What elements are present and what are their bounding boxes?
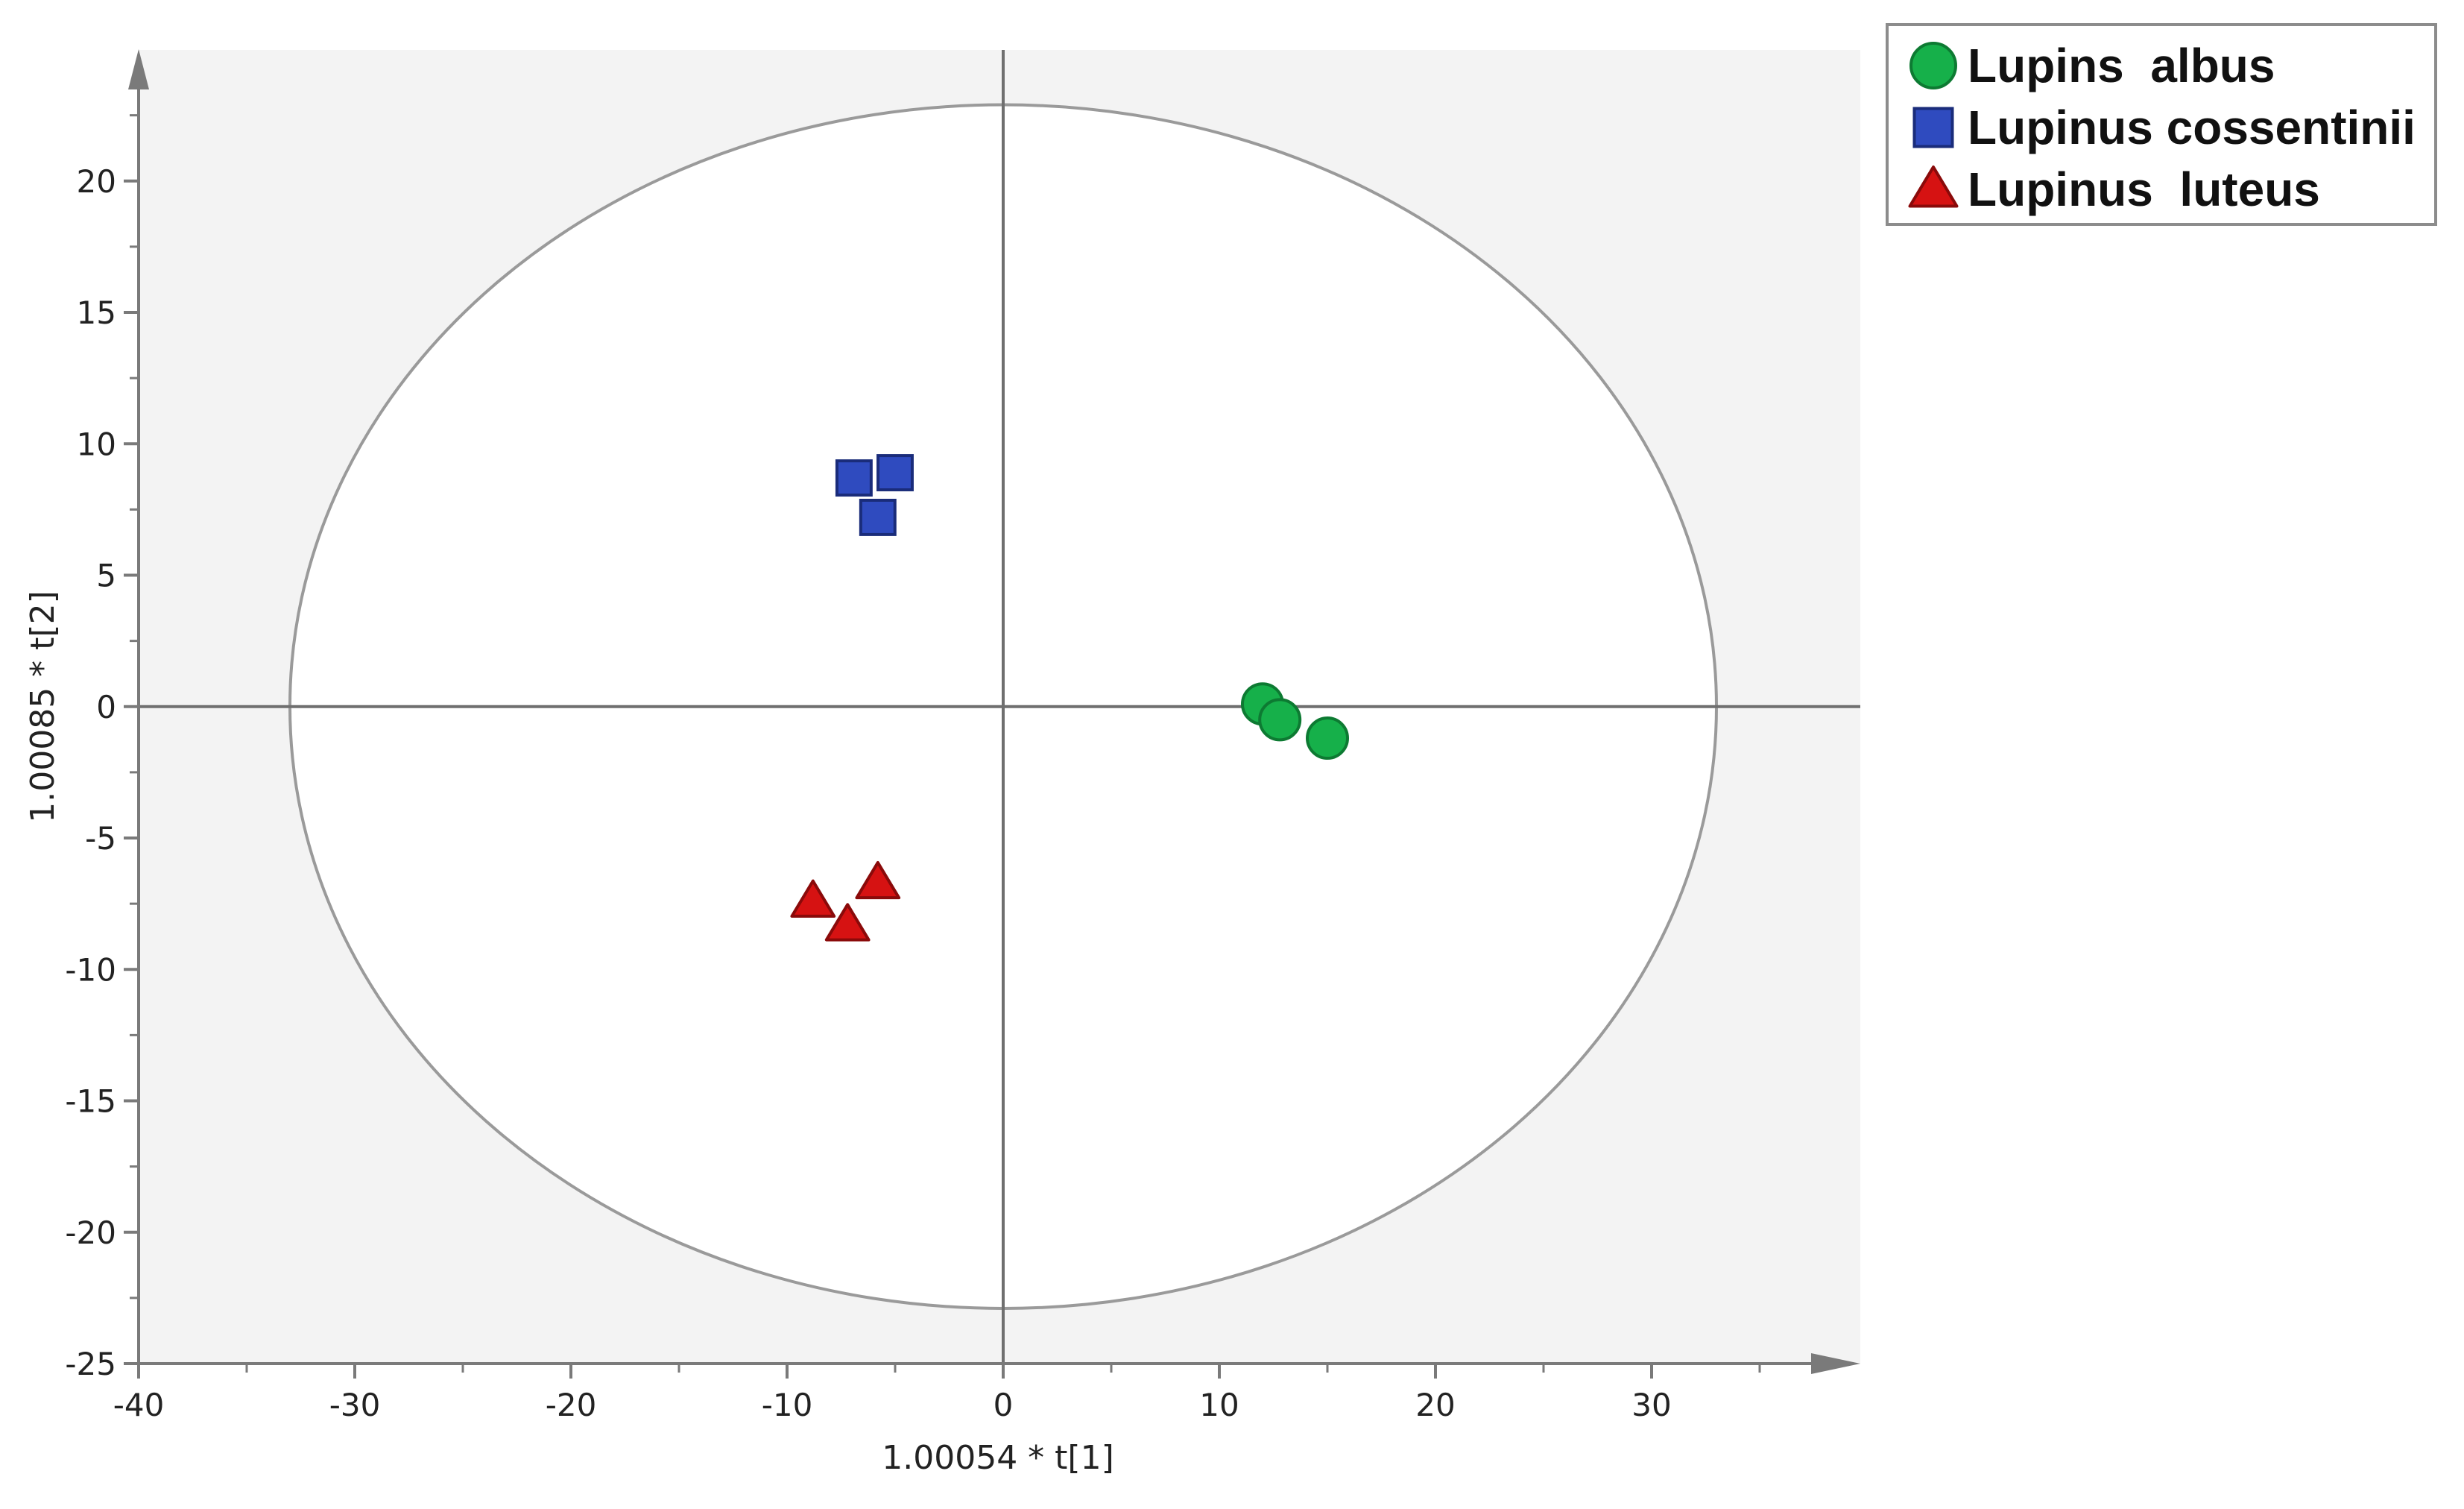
y-tick-label: -15 [65, 1083, 116, 1120]
y-tick-label: -5 [85, 820, 116, 857]
legend-triangle-swatch [1908, 166, 1959, 208]
legend-item: Lupinus luteus [1908, 163, 2320, 216]
x-tick-label: 0 [994, 1387, 1014, 1423]
x-tick-label: -10 [762, 1387, 813, 1423]
y-tick-label: -25 [65, 1346, 116, 1382]
legend-square-swatch [1912, 107, 1954, 148]
tick-labels: -40 -30 -20 -10 0 10 20 30 20 15 10 5 0 -5 -10 -15 -20 -2… [65, 163, 1671, 1423]
circle-point [1258, 698, 1302, 742]
legend-label: Lupinus cossentinii [1968, 101, 2416, 154]
y-axis-arrowhead [128, 49, 149, 89]
legend: Lupins albus Lupinus cossentinii Lupinus l… [1886, 23, 2437, 226]
data-points [790, 454, 1349, 942]
x-tick-label: -20 [546, 1387, 597, 1423]
triangle-point [824, 903, 871, 942]
square-point [876, 454, 914, 491]
y-tick-label: 20 [77, 163, 116, 200]
square-point [859, 499, 897, 536]
series-square-points [835, 454, 914, 536]
series-circle-points [1241, 682, 1349, 760]
y-tick-label: -20 [65, 1215, 116, 1251]
series-triangle-points [790, 860, 901, 942]
legend-label: Lupins albus [1968, 39, 2275, 92]
y-tick-label: 5 [96, 558, 116, 594]
origin-lines [139, 50, 1860, 1364]
x-tick-label: -30 [329, 1387, 381, 1423]
axes [128, 49, 1860, 1374]
x-tick-label: 10 [1199, 1387, 1239, 1423]
legend-item: Lupins albus [1909, 39, 2275, 92]
legend-label: Lupinus luteus [1968, 163, 2320, 216]
triangle-point [855, 860, 901, 900]
y-tick-label: 0 [96, 689, 116, 725]
x-tick-label: -40 [113, 1387, 165, 1423]
y-axis-title: 1.00085 * t[2] [24, 590, 62, 823]
y-tick-label: 10 [77, 426, 116, 462]
legend-items: Lupins albus Lupinus cossentinii Lupinus l… [1908, 39, 2416, 216]
x-axis-arrowhead [1811, 1353, 1860, 1374]
circle-point [1306, 716, 1349, 760]
y-tick-label: 15 [77, 294, 116, 331]
x-tick-label: 20 [1415, 1387, 1455, 1423]
tick-marks [124, 114, 1761, 1379]
square-point [835, 459, 873, 497]
x-tick-label: 30 [1631, 1387, 1671, 1423]
triangle-point [790, 879, 836, 918]
legend-item: Lupinus cossentinii [1912, 101, 2416, 154]
legend-circle-swatch [1909, 42, 1957, 89]
y-tick-label: -10 [65, 951, 116, 988]
legend-box [1886, 23, 2437, 226]
x-axis-title: 1.00054 * t[1] [882, 1439, 1114, 1477]
